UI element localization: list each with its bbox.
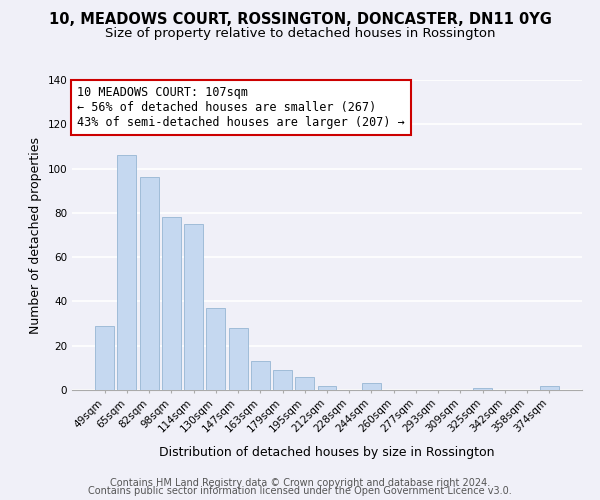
Bar [273,370,292,390]
Text: 10, MEADOWS COURT, ROSSINGTON, DONCASTER, DN11 0YG: 10, MEADOWS COURT, ROSSINGTON, DONCASTER… [49,12,551,28]
Bar [229,328,248,390]
Text: Contains public sector information licensed under the Open Government Licence v3: Contains public sector information licen… [88,486,512,496]
Text: Contains HM Land Registry data © Crown copyright and database right 2024.: Contains HM Land Registry data © Crown c… [110,478,490,488]
Text: 10 MEADOWS COURT: 107sqm
← 56% of detached houses are smaller (267)
43% of semi-: 10 MEADOWS COURT: 107sqm ← 56% of detach… [77,86,405,129]
Bar [473,388,492,390]
Bar [118,156,136,390]
Bar [251,361,270,390]
X-axis label: Distribution of detached houses by size in Rossington: Distribution of detached houses by size … [159,446,495,458]
Bar [206,308,225,390]
Bar [162,218,181,390]
Bar [184,224,203,390]
Bar [95,326,114,390]
Bar [362,384,381,390]
Text: Size of property relative to detached houses in Rossington: Size of property relative to detached ho… [105,28,495,40]
Bar [295,376,314,390]
Bar [540,386,559,390]
Y-axis label: Number of detached properties: Number of detached properties [29,136,42,334]
Bar [140,178,158,390]
Bar [317,386,337,390]
